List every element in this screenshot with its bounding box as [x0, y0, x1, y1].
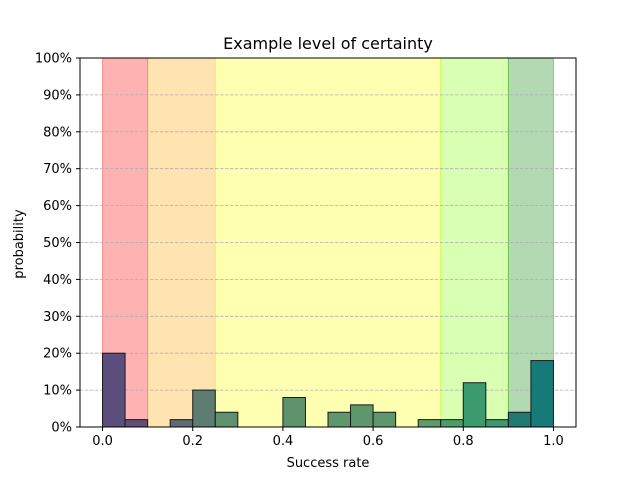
y-tick-label: 100% — [35, 52, 72, 67]
histogram-bar — [350, 404, 374, 428]
x-tick-label: 0.8 — [453, 434, 474, 449]
x-tick-label: 0.6 — [363, 434, 384, 449]
y-tick-label: 20% — [43, 347, 72, 362]
x-tick-label: 0.4 — [273, 434, 294, 449]
y-tick-label: 10% — [43, 384, 72, 399]
histogram-bar — [214, 411, 239, 428]
y-tick-label: 90% — [43, 88, 72, 103]
histogram-bar — [507, 411, 532, 428]
x-tick-label: 0.0 — [92, 434, 113, 449]
x-axis-ticks: 0.0 0.2 0.4 0.6 0.8 1.0 — [92, 427, 564, 449]
histogram-bar — [530, 360, 554, 428]
histogram-bar — [169, 419, 194, 428]
y-tick-label: 0% — [51, 421, 72, 436]
x-tick-label: 1.0 — [543, 434, 564, 449]
y-tick-label: 60% — [43, 199, 72, 214]
histogram-bar — [372, 411, 397, 428]
chart-title: Example level of certainty — [223, 34, 433, 53]
histogram-bar — [102, 352, 126, 428]
x-axis-label: Success rate — [287, 456, 370, 471]
histogram-bar — [440, 419, 464, 428]
histogram-bar — [327, 411, 352, 428]
y-tick-label: 70% — [43, 162, 72, 177]
x-tick-label: 0.2 — [182, 434, 203, 449]
y-axis-label: probability — [12, 209, 27, 279]
histogram-bar — [282, 396, 306, 428]
histogram-bar — [462, 382, 487, 428]
y-tick-label: 30% — [43, 310, 72, 325]
y-axis-ticks: 0% 10% 20% 30% 40% 50% 60% 70% 80% 90% 100% — [35, 52, 80, 436]
y-tick-label: 40% — [43, 273, 72, 288]
y-tick-label: 80% — [43, 125, 72, 140]
y-tick-label: 50% — [43, 236, 72, 251]
histogram-bar — [192, 389, 216, 428]
histogram-bar — [485, 419, 509, 428]
histogram-bar — [417, 419, 442, 428]
histogram-bar — [124, 419, 149, 428]
